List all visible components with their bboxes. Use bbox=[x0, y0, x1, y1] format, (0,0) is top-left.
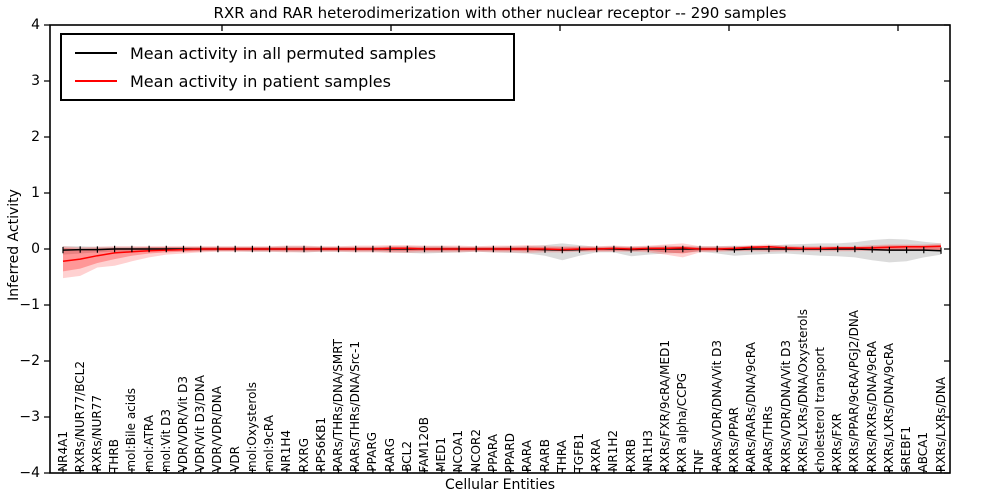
x-tick-label: RXRs/LXRs/DNA bbox=[933, 376, 948, 472]
x-tick-label: RXRs/FXR/9cRA/MED1 bbox=[658, 340, 673, 472]
x-tick-label: ABCA1 bbox=[916, 431, 931, 472]
right-ticks bbox=[944, 24, 950, 474]
legend-item-patient: Mean activity in patient samples bbox=[62, 67, 513, 95]
x-tick-label: mol:9cRA bbox=[262, 415, 277, 472]
x-tick-label: cholesterol transport bbox=[813, 346, 827, 472]
y-tick-label: −3 bbox=[19, 409, 40, 425]
x-tick-label: mol:Oxysterols bbox=[244, 382, 259, 472]
x-tick-label: THRB bbox=[107, 439, 122, 472]
y-tick-label: 1 bbox=[31, 185, 40, 201]
band-permuted-samples-range bbox=[63, 238, 941, 263]
x-tick-label: RARG bbox=[382, 438, 397, 472]
legend-label-patient: Mean activity in patient samples bbox=[130, 71, 391, 91]
x-tick-label: TNF bbox=[692, 448, 707, 472]
x-tick-label: NR1H3 bbox=[640, 430, 655, 472]
legend: Mean activity in all permuted samples Me… bbox=[60, 33, 515, 101]
x-tick-label: RARs/THRs/DNA/Src-1 bbox=[348, 341, 363, 472]
top-ticks bbox=[221, 25, 899, 31]
x-tick-label: RXRs/LXRs/DNA/Oxysterols bbox=[795, 309, 810, 472]
chart-title: RXR and RAR heterodimerization with othe… bbox=[213, 4, 787, 22]
legend-item-permuted: Mean activity in all permuted samples bbox=[62, 39, 513, 67]
x-tick-label: PPARD bbox=[503, 432, 518, 473]
x-tick-label: RARs/RARs/DNA/9cRA bbox=[744, 341, 759, 472]
x-tick-label: RXRs/FXR bbox=[830, 413, 845, 472]
x-tick-label: mol:Vit D3 bbox=[158, 408, 173, 472]
x-tick-label: mol:Bile acids bbox=[124, 388, 139, 472]
x-tick-label: RPS6KB1 bbox=[313, 417, 328, 472]
x-tick-label: RXRs/PPAR bbox=[726, 406, 741, 472]
x-tick-label: RXRG bbox=[296, 437, 311, 472]
x-axis-label: Cellular Entities bbox=[444, 477, 556, 493]
x-tick-label: RARs/THRs bbox=[761, 406, 776, 472]
legend-label-permuted: Mean activity in all permuted samples bbox=[130, 43, 437, 63]
y-tick-label: 2 bbox=[31, 129, 40, 145]
x-tick-label: RXRs/VDR/DNA/Vit D3 bbox=[778, 339, 793, 472]
band-patient-samples-range-outer bbox=[63, 243, 941, 279]
x-tick-label: RXRs/PPAR/9cRA/PGJ2/DNA bbox=[847, 310, 862, 472]
left-ticks bbox=[44, 24, 50, 474]
bottom-ticks bbox=[62, 468, 942, 473]
x-tick-label: MED1 bbox=[434, 437, 449, 472]
x-tick-label: RXRs/NUR77 bbox=[89, 395, 104, 472]
x-tick-label: RXR alpha/CCPG bbox=[675, 372, 690, 472]
x-tick-label: NCOR2 bbox=[468, 429, 483, 472]
y-tick-label: 3 bbox=[31, 73, 40, 89]
y-tick-label: −1 bbox=[19, 297, 40, 313]
x-tick-label: NR1H2 bbox=[606, 430, 621, 472]
x-tick-label: RARs/THRs/DNA/SMRT bbox=[330, 339, 345, 472]
x-tick-label: RARA bbox=[520, 439, 535, 472]
x-tick-label: RXRs/LXRs/DNA/9cRA bbox=[881, 342, 896, 473]
x-tick-label: NCOA1 bbox=[451, 429, 466, 472]
x-tick-label: RARs/VDR/DNA/Vit D3 bbox=[709, 340, 724, 472]
x-tick-label: TGFB1 bbox=[571, 432, 586, 472]
series-line-1 bbox=[62, 245, 942, 263]
x-tick-label: THRA bbox=[554, 439, 569, 472]
x-tick-label: BCL2 bbox=[399, 441, 414, 472]
x-tick-label: VDR/VDR/DNA bbox=[210, 385, 225, 472]
patient-line-sample bbox=[75, 80, 117, 82]
y-tick-label: −2 bbox=[19, 353, 40, 369]
x-tick-label: PPARA bbox=[485, 434, 500, 472]
x-tick-label: NR4A1 bbox=[55, 431, 70, 472]
x-tick-label: NR1H4 bbox=[279, 430, 294, 472]
x-tick-label: SREBF1 bbox=[899, 425, 914, 472]
x-tick-label: RARB bbox=[537, 439, 552, 472]
permuted-line-sample bbox=[75, 52, 117, 54]
x-tick-label: RXRB bbox=[623, 438, 638, 472]
point-markers bbox=[62, 245, 942, 254]
y-tick-label: −4 bbox=[19, 465, 40, 481]
x-tick-label: RXRs/NUR77/BCL2 bbox=[72, 360, 87, 472]
x-tick-label: VDR bbox=[227, 446, 242, 472]
y-tick-label: 4 bbox=[31, 17, 40, 33]
x-tick-label: VDR/Vit D3/DNA bbox=[193, 375, 208, 472]
x-tick-label: VDR/VDR/Vit D3 bbox=[176, 375, 190, 472]
x-tick-label: FAM120B bbox=[417, 416, 432, 473]
y-tick-label: 0 bbox=[31, 241, 40, 257]
x-tick-label: RXRA bbox=[589, 439, 604, 472]
x-tick-label: RXRs/RXRs/DNA/9cRA bbox=[864, 340, 879, 472]
x-tick-label: mol:ATRA bbox=[141, 414, 156, 472]
x-tick-label: PPARG bbox=[365, 432, 380, 472]
